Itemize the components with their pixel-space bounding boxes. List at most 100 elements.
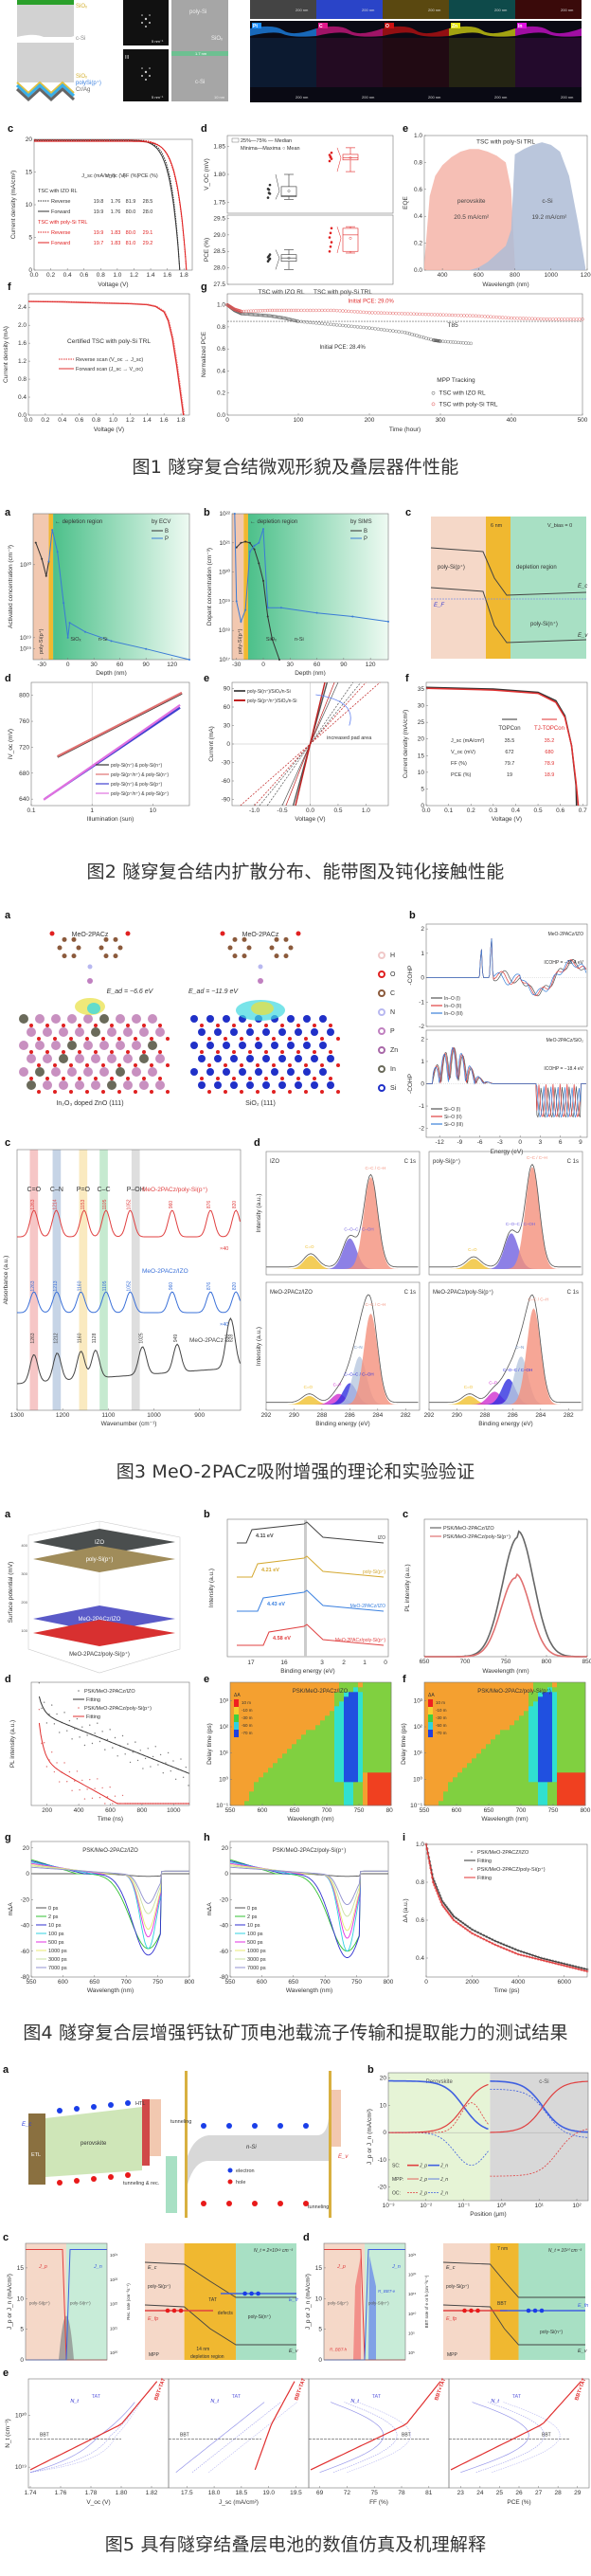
heatmap-cell xyxy=(500,1725,506,1731)
heatmap-cell xyxy=(358,1768,364,1773)
scale-bar-label: 5 nm⁻¹ xyxy=(152,39,164,44)
heatmap-cell xyxy=(495,1753,501,1759)
hole xyxy=(74,2178,80,2184)
heatmap-cell xyxy=(339,1772,345,1778)
heatmap-cell xyxy=(429,1696,435,1702)
heatmap-cell xyxy=(339,1796,345,1802)
heatmap-cell xyxy=(263,1782,269,1787)
y-tick-label: 15 xyxy=(418,753,425,759)
figure-caption: 图3 MeO-2PACz吸附增强的理论和实验验证 xyxy=(116,1461,475,1482)
data-point xyxy=(59,1781,61,1783)
peak-label: 1105 xyxy=(102,1199,108,1209)
subplot-title: MeO-2PACz/poly-Si(p⁺) xyxy=(433,1289,493,1296)
heatmap-cell xyxy=(301,1730,307,1735)
heatmap-cell xyxy=(301,1782,307,1787)
heatmap-cell xyxy=(259,1758,264,1764)
eds-element-badge xyxy=(252,23,261,28)
data-point xyxy=(71,1789,73,1792)
eds-bulk xyxy=(383,38,449,87)
heatmap-cell xyxy=(282,1720,288,1726)
heatmap-cell xyxy=(424,1701,430,1707)
data-point xyxy=(262,314,266,317)
x-axis-label: Voltage (V) xyxy=(94,426,124,433)
heatmap-cell xyxy=(287,1696,293,1702)
y-tick-label: -60 xyxy=(21,1949,30,1955)
fig1-eds-maps: 200 nm 200 nm 200 nm 200 nm 200 nm Pt 200 nm C 2… xyxy=(248,0,587,102)
heatmap-cell xyxy=(462,1768,468,1773)
heatmap-cell xyxy=(311,1777,316,1783)
x-tick-label: 0.8 xyxy=(97,272,105,279)
atom-o xyxy=(110,1077,114,1080)
heatmap-cell xyxy=(353,1734,359,1740)
heatmap-cell xyxy=(581,1791,586,1797)
heatmap-cell xyxy=(339,1730,345,1735)
legend-marker xyxy=(78,1690,80,1692)
heatmap-cell xyxy=(429,1777,435,1783)
x-tick-label: 1000 xyxy=(147,1412,161,1419)
xps-envelope xyxy=(266,1294,419,1404)
y-axis-label: Activated concentration (cm⁻³) xyxy=(8,545,14,628)
panel-label-e: e xyxy=(403,123,409,135)
heatmap-cell xyxy=(386,1749,392,1754)
data-point xyxy=(308,308,313,313)
atom-o xyxy=(62,1024,65,1027)
heatmap-cell xyxy=(330,1796,335,1802)
heatmap-cell xyxy=(311,1706,316,1712)
data-point xyxy=(418,312,421,317)
colorbar-tick: -70 m xyxy=(436,1731,447,1735)
heatmap-cell xyxy=(528,1734,534,1740)
fig1-chart-d: 1.751.801.85V_OC (mV)27.528.028.529.029.… xyxy=(204,135,394,296)
xps-component xyxy=(266,1396,420,1405)
z-tick-label: 100 xyxy=(21,1628,27,1633)
heatmap-cell xyxy=(386,1730,392,1735)
heatmap-cell xyxy=(301,1734,307,1740)
x-tick-label: 0.7 xyxy=(579,807,587,814)
heatmap-cell xyxy=(538,1763,544,1769)
heatmap-cell xyxy=(524,1730,529,1735)
data-point xyxy=(258,562,260,565)
atom-o xyxy=(248,1050,252,1054)
legend-marker xyxy=(227,2179,233,2185)
x-tick-label: 1.2 xyxy=(130,272,138,279)
heatmap-cell xyxy=(538,1720,544,1726)
heatmap-cell xyxy=(571,1725,577,1731)
heatmap-cell xyxy=(467,1787,473,1792)
heatmap-cell xyxy=(382,1801,387,1806)
scale-bar-label: 200 nm xyxy=(362,8,375,12)
band-label: C=O xyxy=(27,1187,42,1193)
data-point xyxy=(289,317,294,322)
x-axis-label: Binding energy (eV) xyxy=(315,1421,369,1427)
heatmap-cell xyxy=(495,1796,501,1802)
x-tick-label: 800 xyxy=(185,1979,194,1986)
data-point xyxy=(388,311,392,316)
data-point xyxy=(426,336,431,341)
y-tick-label: 1 xyxy=(421,1059,424,1065)
eds-element-label: O xyxy=(385,24,389,29)
atom-o xyxy=(320,1037,324,1041)
legend-label: 2 ps xyxy=(247,1914,258,1920)
heatmap-cell xyxy=(282,1768,288,1773)
atom-zn-in xyxy=(155,1080,165,1090)
table-cell: 78.9 xyxy=(545,761,555,767)
heatmap-cell xyxy=(268,1692,274,1697)
y-tick-label-right: 10²² xyxy=(110,2302,118,2307)
tat-curve xyxy=(29,2402,141,2474)
atom-o xyxy=(117,1037,121,1041)
x-axis-label: J_sc (mA/cm²) xyxy=(219,2499,259,2506)
atom-o xyxy=(256,1063,260,1067)
data-point xyxy=(394,311,398,316)
heatmap-cell xyxy=(491,1701,496,1707)
heatmap-cell xyxy=(292,1696,297,1702)
heatmap-cell xyxy=(334,1739,340,1745)
legend-label: Fitting xyxy=(86,1714,100,1720)
atom-o xyxy=(313,1050,316,1054)
heatmap-cell xyxy=(457,1687,463,1693)
heatmap-cell xyxy=(306,1701,312,1707)
heatmap-cell xyxy=(495,1706,501,1712)
heatmap-cell xyxy=(434,1782,439,1787)
x-tick-label: 0.1 xyxy=(444,807,453,814)
annotation: increased pad area xyxy=(327,735,372,741)
heatmap-cell xyxy=(358,1763,364,1769)
heatmap-cell xyxy=(524,1739,529,1745)
heatmap-cell xyxy=(372,1687,378,1693)
